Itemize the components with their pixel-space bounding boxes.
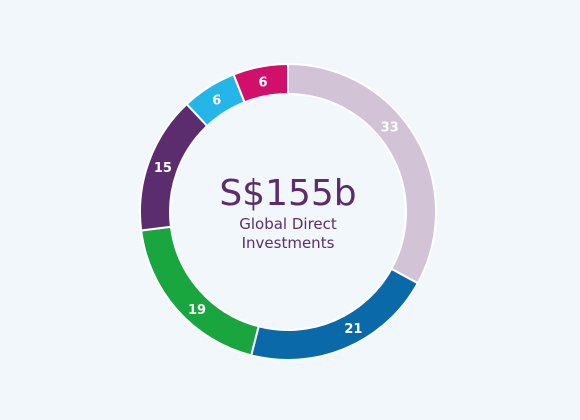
- center-caption-line2: Investments: [242, 234, 335, 252]
- slice-value-label: 6: [259, 75, 268, 90]
- slice-value-label: 6: [212, 94, 221, 109]
- donut-slice: [249, 267, 420, 361]
- slice-value-label: 15: [154, 161, 172, 176]
- slice-value-label: 19: [188, 303, 206, 318]
- slice-value-label: 33: [381, 120, 399, 135]
- slice-value-label: 21: [344, 322, 362, 337]
- center-caption-line1: Global Direct: [239, 215, 337, 233]
- donut-slices: [139, 62, 437, 361]
- center-amount: S$155b: [219, 173, 356, 214]
- donut-slice: [139, 102, 209, 232]
- donut-slice-labels: 33 21 19 15 6 6: [154, 75, 399, 336]
- donut-slice: [232, 62, 289, 104]
